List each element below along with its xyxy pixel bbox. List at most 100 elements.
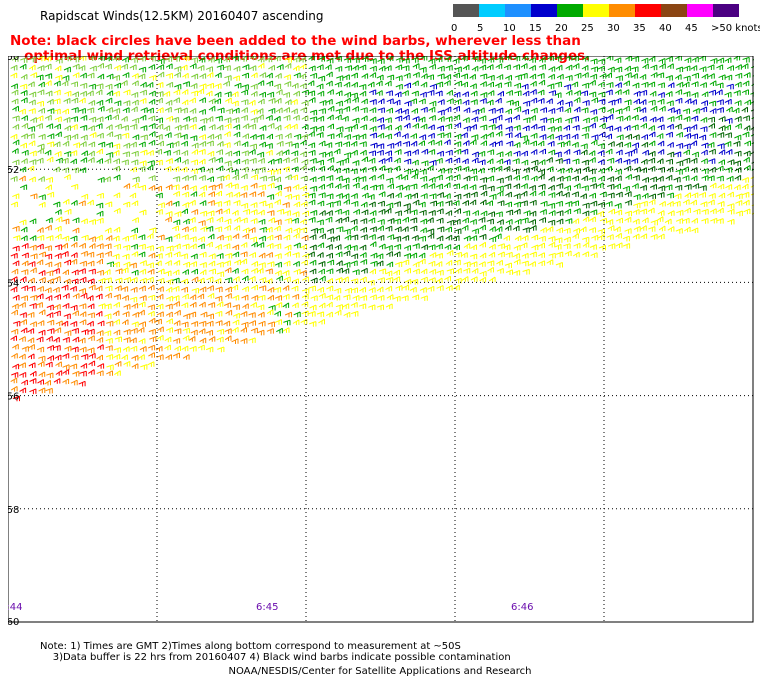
wind-barb [435,261,443,267]
wind-barb [163,125,171,131]
wind-barb [231,91,239,97]
wind-barb [394,124,402,131]
wind-barb [308,131,315,137]
wind-barb [214,201,222,207]
wind-barb [733,140,741,147]
wind-barb [318,151,327,158]
wind-barb [734,167,742,173]
wind-barb [429,100,437,107]
wind-barb [326,193,334,200]
wind-barb [718,125,726,131]
wind-barb [70,304,78,311]
wind-barb [232,294,240,301]
wind-barb [395,184,404,191]
wind-barb [172,176,181,182]
wind-barb [715,89,723,95]
wind-barb [743,72,751,78]
wind-barb [71,327,79,334]
wind-barb [427,139,435,146]
wind-barb [80,134,88,141]
wind-barb [512,269,521,276]
wind-barb [309,304,317,311]
wind-barb [95,123,103,129]
wind-barb [454,66,462,73]
wind-barb [45,80,52,86]
wind-barb [318,56,325,62]
wind-barb [352,295,360,301]
wind-barb [418,140,425,146]
colorbar-swatch [453,4,479,17]
wind-barb [734,150,742,157]
wind-barb [624,141,632,148]
wind-barb [488,251,496,258]
wind-barb [258,141,266,148]
wind-barb [70,321,78,327]
wind-barb [257,114,264,120]
wind-barb [472,210,479,216]
wind-barb [180,133,188,140]
wind-barb [174,83,182,90]
wind-barb [649,90,657,97]
wind-barb [265,202,273,209]
wind-barb [27,133,35,139]
wind-barb [599,122,606,129]
wind-barb [216,124,224,131]
wind-barb [18,108,26,115]
wind-barb [361,98,368,105]
wind-barb [224,252,233,259]
wind-barb [496,267,504,274]
wind-barb [589,183,597,189]
wind-barb [698,134,707,141]
wind-barb [495,130,503,137]
wind-barb [342,303,350,309]
wind-barb [350,225,358,231]
wind-barb [78,107,86,114]
wind-barb [452,183,460,189]
wind-barb [744,140,751,147]
wind-barb [343,81,351,88]
wind-barb [562,158,571,165]
wind-barb [98,277,106,284]
wind-barb [114,133,122,140]
wind-barb [308,285,316,292]
wind-barb [191,209,199,215]
wind-barb [496,219,504,225]
wind-barb [11,56,19,62]
wind-barb [249,252,256,258]
wind-barb [421,244,428,250]
wind-barb [47,355,54,361]
wind-barb [565,117,573,124]
wind-barb [727,203,735,209]
wind-barb [138,66,147,73]
wind-barb [471,267,479,274]
wind-barb [505,269,513,275]
wind-barb [512,225,520,232]
wind-barb [452,57,460,64]
wind-barb [665,158,673,165]
wind-barb [461,158,469,164]
wind-barb [683,143,691,150]
wind-barb [242,133,249,139]
wind-barb [462,91,469,97]
wind-barb [216,271,225,277]
wind-barb [608,99,616,106]
wind-barb [293,311,301,318]
wind-barb [658,185,666,192]
wind-barb [11,372,19,378]
wind-barb [28,108,36,114]
wind-barb [182,243,190,250]
wind-barb [88,352,96,359]
wind-barb [181,345,189,352]
chart-title: Rapidscat Winds(12.5KM) 20160407 ascendi… [40,9,324,23]
wind-barb [79,346,87,353]
wind-barb [188,199,196,206]
wind-barb [37,89,45,95]
wind-barb [479,199,487,206]
wind-barb [479,64,487,71]
wind-barb [147,284,155,291]
wind-barb [368,304,376,311]
wind-barb [36,346,45,353]
wind-barb [403,72,411,79]
wind-barb [512,158,520,164]
wind-barb [581,133,589,139]
